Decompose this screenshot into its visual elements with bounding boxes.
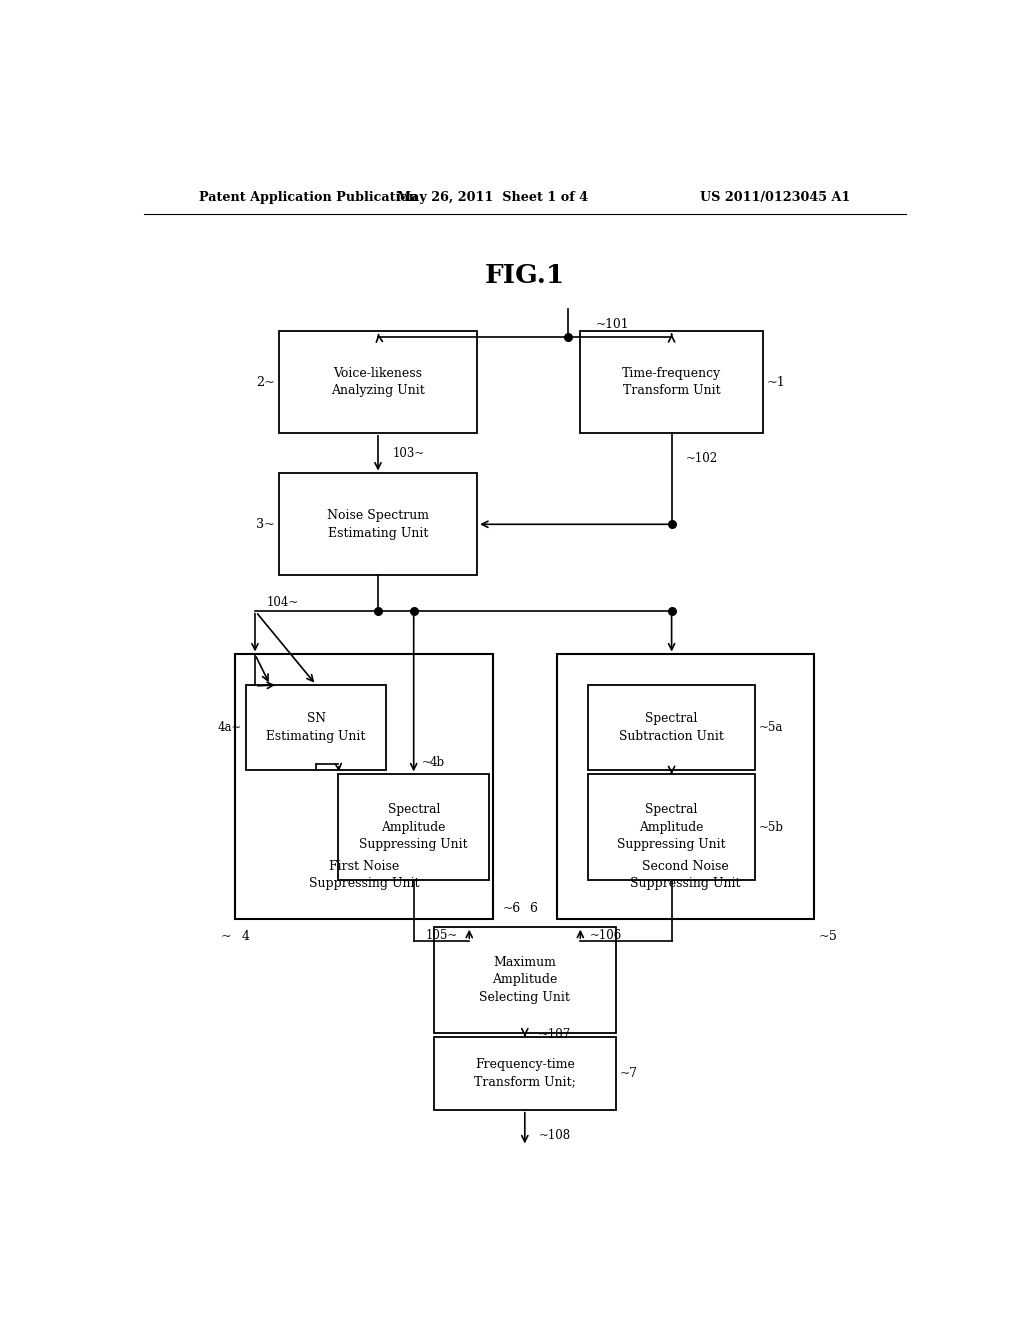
Text: Voice-likeness
Analyzing Unit: Voice-likeness Analyzing Unit (331, 367, 425, 397)
Text: ~5b: ~5b (759, 821, 784, 834)
Text: First Noise
Suppressing Unit: First Noise Suppressing Unit (309, 859, 420, 890)
Text: ~107: ~107 (539, 1028, 571, 1041)
Text: ~102: ~102 (686, 451, 718, 465)
Text: ~108: ~108 (539, 1129, 571, 1142)
Text: SN
Estimating Unit: SN Estimating Unit (266, 713, 366, 743)
Text: 4a~: 4a~ (218, 721, 243, 734)
Text: Noise Spectrum
Estimating Unit: Noise Spectrum Estimating Unit (327, 510, 429, 540)
Text: FIG.1: FIG.1 (484, 263, 565, 288)
Text: ~: ~ (818, 931, 829, 944)
Text: Frequency-time
Transform Unit;: Frequency-time Transform Unit; (474, 1057, 575, 1089)
Text: ~1: ~1 (767, 375, 785, 388)
Text: 4b: 4b (430, 755, 444, 768)
Text: 3~: 3~ (256, 517, 274, 531)
Text: ~5a: ~5a (759, 721, 783, 734)
Bar (588, 775, 755, 880)
Text: 5: 5 (828, 931, 837, 944)
Text: 103~: 103~ (392, 446, 425, 459)
Text: Spectral
Amplitude
Suppressing Unit: Spectral Amplitude Suppressing Unit (617, 803, 726, 851)
Text: 104~: 104~ (267, 597, 299, 609)
Text: Patent Application Publication: Patent Application Publication (200, 190, 419, 203)
Text: ~: ~ (220, 931, 231, 944)
Text: Second Noise
Suppressing Unit: Second Noise Suppressing Unit (630, 859, 740, 890)
Text: ~6: ~6 (503, 902, 521, 915)
Text: Spectral
Subtraction Unit: Spectral Subtraction Unit (620, 713, 724, 743)
Bar (338, 775, 489, 880)
Bar (433, 927, 616, 1032)
Bar (588, 685, 755, 771)
Text: Time-frequency
Transform Unit: Time-frequency Transform Unit (622, 367, 721, 397)
Bar (279, 331, 477, 433)
Text: ~101: ~101 (596, 318, 630, 330)
Text: May 26, 2011  Sheet 1 of 4: May 26, 2011 Sheet 1 of 4 (397, 190, 589, 203)
Bar (279, 474, 477, 576)
Text: 4: 4 (242, 931, 250, 944)
Bar (433, 1036, 616, 1110)
Bar (246, 685, 386, 771)
Text: 105~: 105~ (426, 929, 458, 942)
Bar (581, 331, 763, 433)
Text: US 2011/0123045 A1: US 2011/0123045 A1 (700, 190, 850, 203)
Text: 2~: 2~ (256, 375, 274, 388)
Text: 6: 6 (528, 902, 537, 915)
Text: Maximum
Amplitude
Selecting Unit: Maximum Amplitude Selecting Unit (479, 956, 570, 1003)
Text: ~7: ~7 (620, 1067, 638, 1080)
Text: ~: ~ (422, 755, 431, 768)
Text: Spectral
Amplitude
Suppressing Unit: Spectral Amplitude Suppressing Unit (359, 803, 468, 851)
Text: ~106: ~106 (590, 929, 623, 942)
Bar (236, 655, 494, 919)
Bar (557, 655, 814, 919)
